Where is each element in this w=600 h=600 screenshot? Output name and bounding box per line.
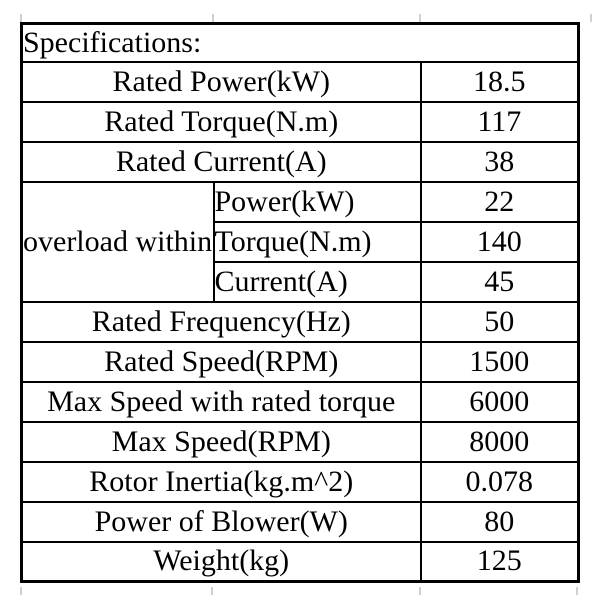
table-row: Rated Frequency(Hz) 50 (20, 300, 580, 343)
spec-label-max-speed-rated-torque: Max Speed with rated torque (20, 380, 422, 423)
spec-label-rated-current: Rated Current(A) (20, 140, 422, 183)
specifications-table: Specifications: Rated Power(kW) 18.5 Rat… (20, 22, 581, 583)
table-row: Rated Speed(RPM) 1500 (20, 340, 580, 383)
spec-label-blower-power: Power of Blower(W) (20, 500, 422, 543)
table-title: Specifications: (20, 22, 580, 63)
spec-value-rated-frequency: 50 (419, 300, 580, 343)
gridline-tick (419, 587, 421, 595)
table-row: Power of Blower(W) 80 (20, 500, 580, 543)
table-row: overload within 30minutes Power(kW) 22 (20, 180, 580, 303)
overload-group-label: overload within 30minutes (20, 180, 215, 303)
spec-label-rated-speed: Rated Speed(RPM) (20, 340, 422, 383)
table-row: Max Speed(RPM) 8000 (20, 420, 580, 463)
spec-value-overload-current: 45 (419, 260, 580, 303)
spec-label-rated-frequency: Rated Frequency(Hz) (20, 300, 422, 343)
table-row: Weight(kg) 125 (20, 540, 580, 583)
spec-value-rated-current: 38 (419, 140, 580, 183)
table-row: Current(A) 45 (22, 260, 580, 303)
spec-label-max-speed: Max Speed(RPM) (20, 420, 422, 463)
gridline-tick (20, 14, 22, 22)
gridline-tick (576, 587, 578, 595)
spec-value-max-speed-rated-torque: 6000 (419, 380, 580, 423)
gridline-tick (212, 14, 214, 22)
spec-value-overload-torque: 140 (419, 220, 580, 263)
spec-value-rated-torque: 117 (419, 100, 580, 143)
spec-label-rated-power: Rated Power(kW) (20, 60, 422, 103)
spec-label-overload-current: Current(A) (212, 260, 422, 303)
gridline-tick (590, 14, 592, 22)
table-row: Rotor Inertia(kg.m^2) 0.078 (20, 460, 580, 503)
spec-label-overload-power: Power(kW) (212, 180, 422, 223)
table-row: Rated Power(kW) 18.5 (20, 60, 580, 103)
table-row: Rated Torque(N.m) 117 (20, 100, 580, 143)
spec-value-rated-power: 18.5 (419, 60, 580, 103)
spec-label-overload-torque: Torque(N.m) (212, 220, 422, 263)
spec-value-rotor-inertia: 0.078 (419, 460, 580, 503)
table-row: Max Speed with rated torque 6000 (20, 380, 580, 423)
spec-label-weight: Weight(kg) (20, 540, 422, 583)
spec-value-blower-power: 80 (419, 500, 580, 543)
gridline-tick (419, 14, 421, 22)
table-row: Torque(N.m) 140 (22, 220, 580, 263)
spec-value-overload-power: 22 (419, 180, 580, 223)
spec-value-max-speed: 8000 (419, 420, 580, 463)
spec-label-rated-torque: Rated Torque(N.m) (20, 100, 422, 143)
gridline-tick (20, 587, 22, 595)
spec-label-rotor-inertia: Rotor Inertia(kg.m^2) (20, 460, 422, 503)
spec-value-rated-speed: 1500 (419, 340, 580, 383)
gridline-tick (211, 587, 213, 595)
table-row: Specifications: (20, 22, 580, 63)
table-row: Rated Current(A) 38 (20, 140, 580, 183)
spec-value-weight: 125 (419, 540, 580, 583)
